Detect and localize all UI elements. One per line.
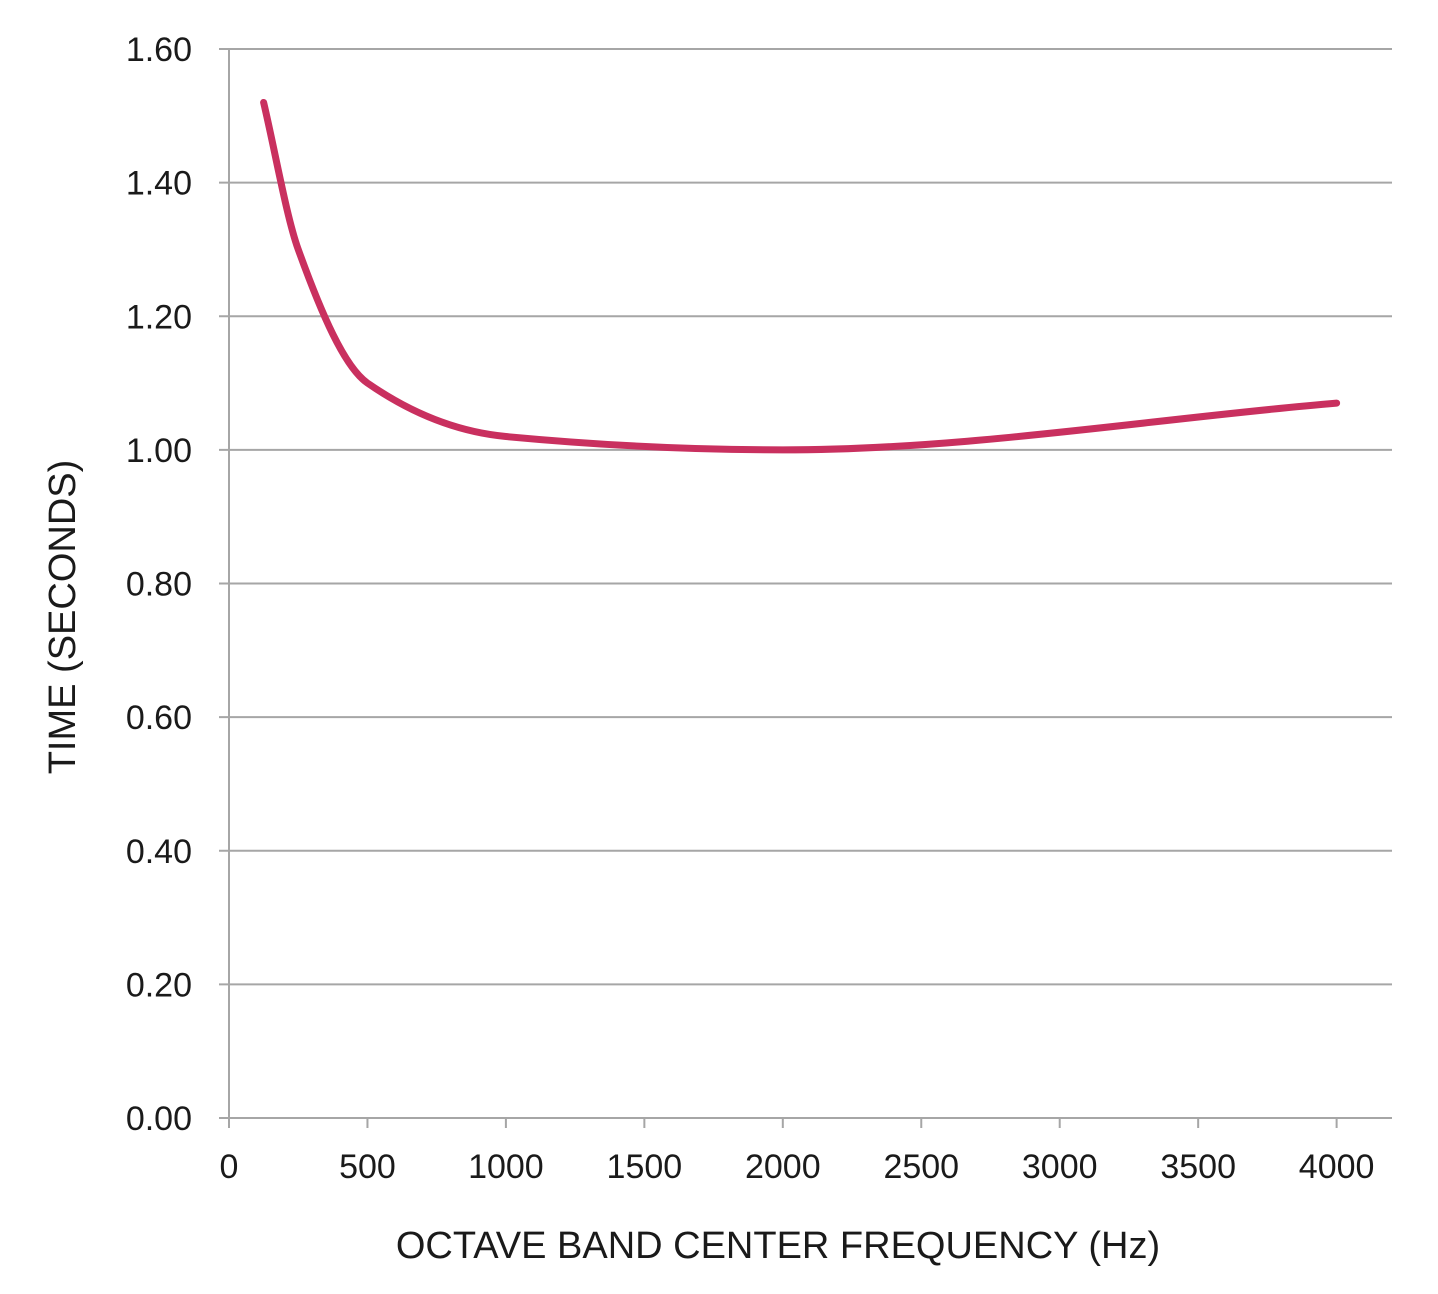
- x-tick-label: 3500: [1160, 1148, 1236, 1186]
- x-tick-label: 500: [339, 1148, 396, 1186]
- x-tick-labels: 0 500 1000 1500 2000 2500 3000 3500 4000: [220, 1148, 1375, 1186]
- x-tick-label: 0: [220, 1148, 239, 1186]
- y-tick-label: 1.20: [126, 298, 192, 336]
- x-tick-label: 3000: [1022, 1148, 1098, 1186]
- y-tick-label: 0.00: [126, 1100, 192, 1138]
- y-tick-label: 0.20: [126, 966, 192, 1004]
- series-line: [260, 98, 1341, 454]
- y-tick-labels: 0.00 0.20 0.40 0.60 0.80 1.00 1.20 1.40 1.60: [126, 31, 192, 1138]
- y-tick-label: 1.60: [126, 31, 192, 69]
- y-tick-label: 1.00: [126, 432, 192, 470]
- x-tick-label: 2000: [745, 1148, 821, 1186]
- y-tick-label: 0.40: [126, 833, 192, 871]
- axes: [219, 48, 1392, 1128]
- y-axis-title: TIME (SECONDS): [42, 460, 84, 775]
- x-axis-title: OCTAVE BAND CENTER FREQUENCY (Hz): [396, 1225, 1160, 1267]
- y-tick-label: 0.80: [126, 566, 192, 604]
- series-lines: [260, 98, 1341, 454]
- y-tick-label: 0.60: [126, 699, 192, 737]
- x-tick-label: 2500: [883, 1148, 959, 1186]
- y-tick-label: 1.40: [126, 165, 192, 203]
- gridlines: [229, 48, 1392, 986]
- x-tick-label: 1500: [607, 1148, 683, 1186]
- x-tick-label: 4000: [1299, 1148, 1375, 1186]
- x-tick-label: 1000: [468, 1148, 544, 1186]
